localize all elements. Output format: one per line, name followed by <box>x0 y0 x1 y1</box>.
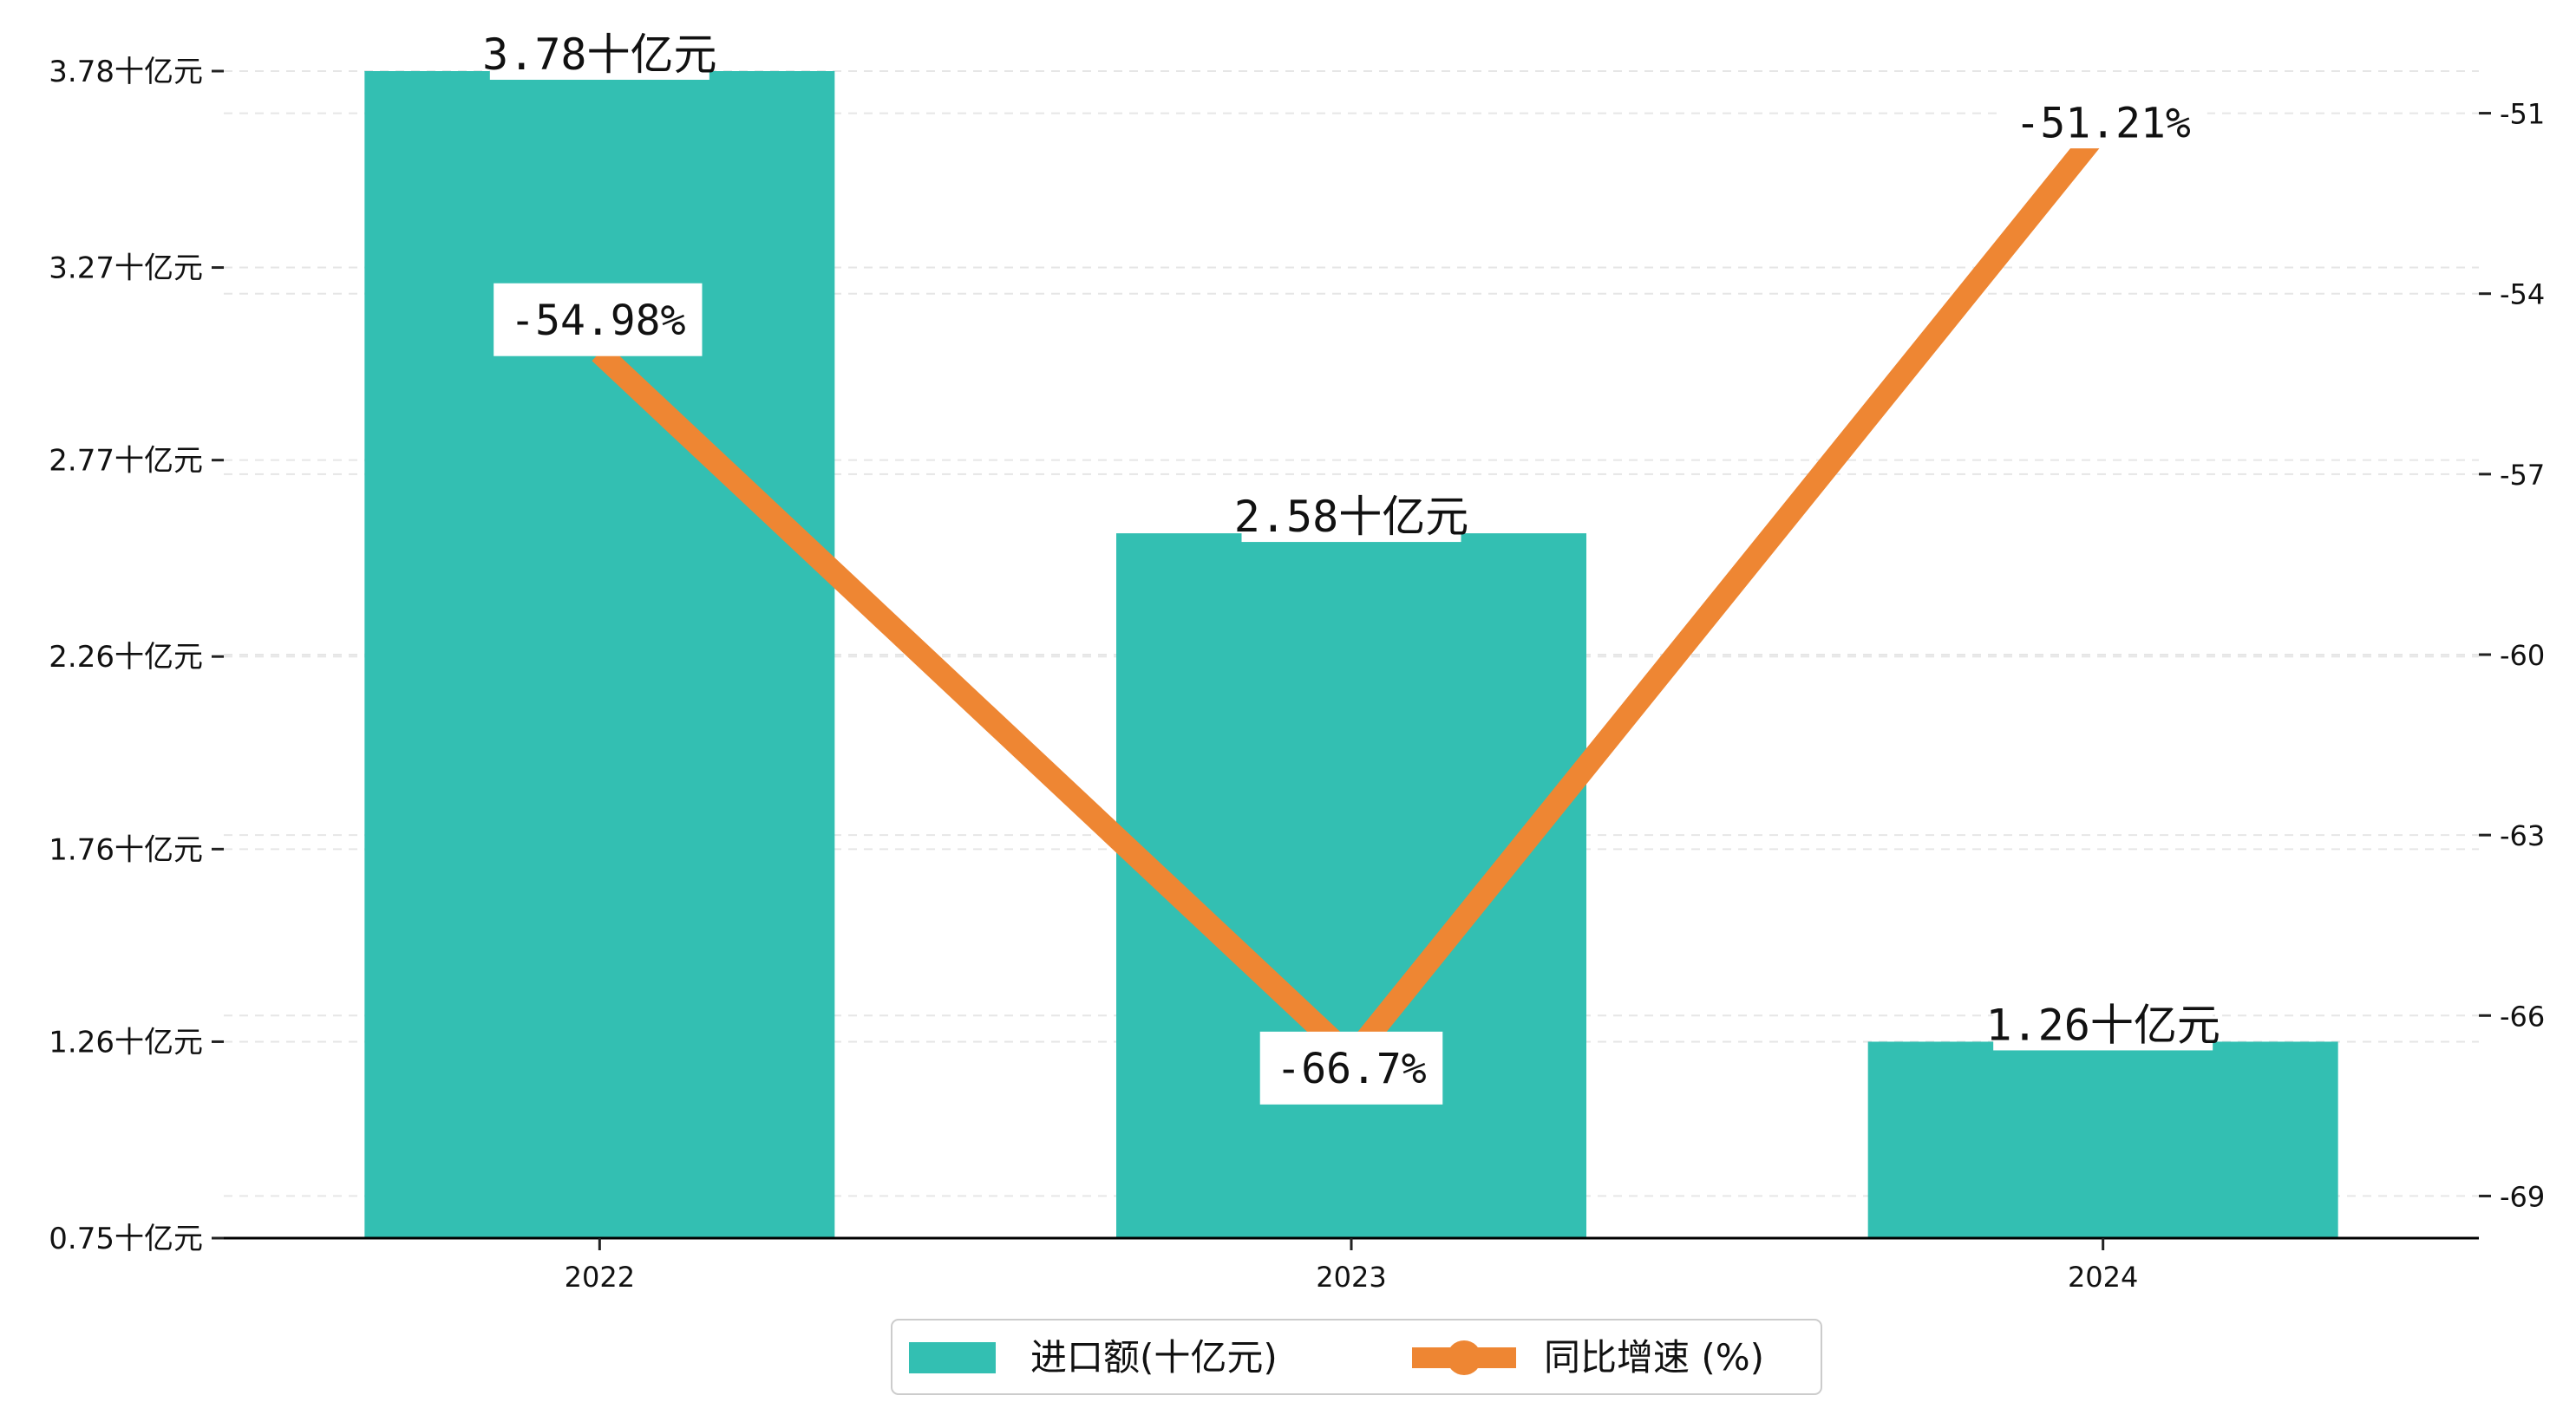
y-left-tick-label: 2.26十亿元 <box>49 640 203 675</box>
y-right-tick-label: -63 <box>2500 819 2545 852</box>
legend-label-bar: 进口额(十亿元) <box>1030 1336 1278 1379</box>
y-right-tick-label: -66 <box>2500 1000 2545 1033</box>
legend-label-line: 同比增速 (%) <box>1544 1336 1764 1379</box>
bar-value-label-bg <box>1993 998 2213 1051</box>
y-left-tick-label: 3.78十亿元 <box>49 55 203 89</box>
line-value-label: -66.7% <box>1276 1045 1426 1093</box>
y-left-tick-label: 3.27十亿元 <box>49 251 203 286</box>
line-value-label: -54.98% <box>510 297 685 345</box>
y-right-tick-label: -51 <box>2500 98 2545 131</box>
legend-swatch-bar <box>909 1342 996 1373</box>
y-right-tick-label: -54 <box>2500 278 2545 311</box>
bar-2024 <box>1867 1041 2338 1238</box>
bar-value-label: 1.26十亿元 <box>1985 1000 2220 1050</box>
y-right-tick-label: -69 <box>2500 1180 2545 1213</box>
x-tick-label: 2022 <box>565 1261 635 1294</box>
legend-swatch-marker <box>1447 1340 1481 1375</box>
legend: 进口额(十亿元) 同比增速 (%) <box>891 1319 1822 1395</box>
bar-value-label-bg <box>489 28 709 80</box>
line-value-label-bg <box>1259 1031 1443 1105</box>
y-left-tick-label: 1.26十亿元 <box>49 1025 203 1060</box>
line-value-label-bg <box>494 283 703 356</box>
line-value-label-bg <box>1998 96 2207 149</box>
bar-value-label: 2.58十亿元 <box>1234 492 1468 542</box>
x-tick-label: 2023 <box>1316 1261 1386 1294</box>
bar-2023 <box>1116 533 1586 1238</box>
bar-series <box>364 71 2338 1238</box>
data-labels: 3.78十亿元 2.58十亿元 1.26十亿元 -54.98% -66.7% -51.21… <box>482 28 2220 1105</box>
x-tick-label: 2024 <box>2068 1261 2138 1294</box>
bar-value-label: 3.78十亿元 <box>482 29 716 80</box>
axes: 0.75十亿元 1.26十亿元 1.76十亿元 2.26十亿元 2.77十亿元 3.27十… <box>49 55 2545 1294</box>
bar-value-label-bg <box>1241 490 1461 543</box>
y-left-tick-label: 2.77十亿元 <box>49 444 203 479</box>
y-right-tick-label: -60 <box>2500 639 2545 672</box>
y-left-tick-label: 1.76十亿元 <box>49 832 203 867</box>
line-value-label: -51.21% <box>2016 99 2191 147</box>
legend-box <box>891 1319 1822 1395</box>
bar-2022 <box>364 71 835 1238</box>
y-left-tick-label: 0.75十亿元 <box>49 1222 203 1256</box>
y-right-tick-label: -57 <box>2500 459 2545 492</box>
